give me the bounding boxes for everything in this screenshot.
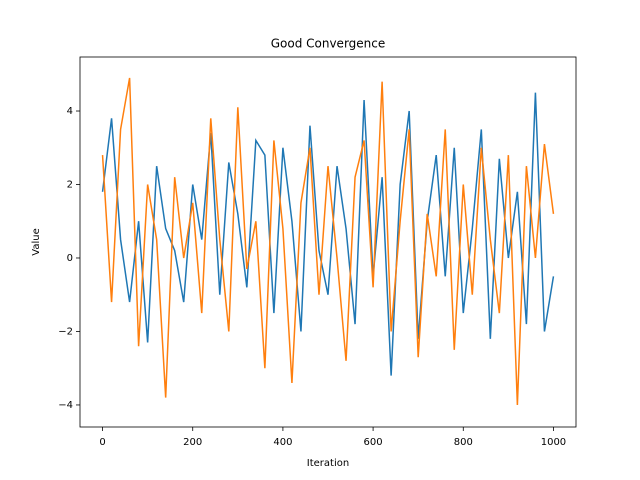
y-axis-label: Value xyxy=(31,228,42,255)
y-tick-label: 0 xyxy=(67,253,73,264)
y-tick-label: 2 xyxy=(67,179,73,190)
y-tick-label: −4 xyxy=(58,400,73,411)
series-line xyxy=(101,92,555,376)
y-tick-label: 4 xyxy=(67,106,73,117)
x-tick-label: 600 xyxy=(364,437,383,448)
y-tick-label: −2 xyxy=(58,326,73,337)
plot-frame xyxy=(79,56,577,428)
x-tick-label: 800 xyxy=(454,437,473,448)
series-line xyxy=(101,77,555,405)
x-axis-label: Iteration xyxy=(307,458,349,469)
x-tick-label: 1000 xyxy=(541,437,566,448)
x-tick-label: 400 xyxy=(273,437,292,448)
x-tick-label: 0 xyxy=(99,437,105,448)
chart-title: Good Convergence xyxy=(271,37,386,51)
x-tick-label: 200 xyxy=(183,437,202,448)
